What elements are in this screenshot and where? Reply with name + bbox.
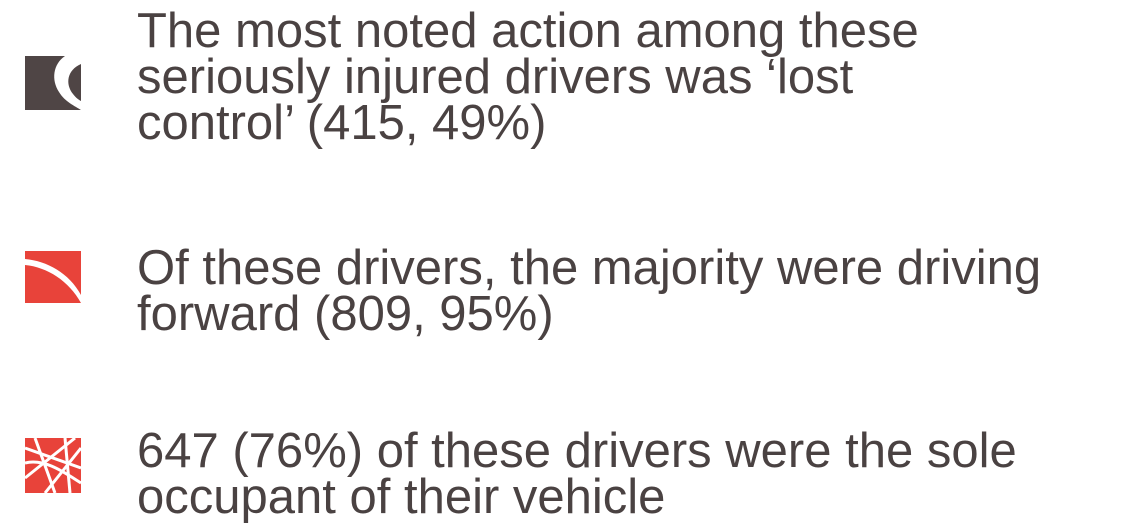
bullet-icon: [25, 251, 81, 303]
text-line: The most noted action among these: [137, 4, 919, 58]
bullet-text: 647 (76%) of these drivers were the sole…: [137, 424, 1017, 524]
bullet-text: The most noted action among these seriou…: [137, 4, 919, 150]
text-line: occupant of their vehicle: [137, 470, 666, 524]
bullet-icon: [25, 438, 81, 493]
text-line: seriously injured drivers was ‘lost: [137, 50, 854, 104]
text-line: control’ (415, 49%): [137, 96, 547, 150]
bullet-icon: [25, 56, 81, 110]
text-line: Of these drivers, the majority were driv…: [137, 241, 1042, 295]
text-line: forward (809, 95%): [137, 287, 554, 341]
text-line: 647 (76%) of these drivers were the sole: [137, 424, 1017, 478]
bullet-text: Of these drivers, the majority were driv…: [137, 241, 1042, 341]
